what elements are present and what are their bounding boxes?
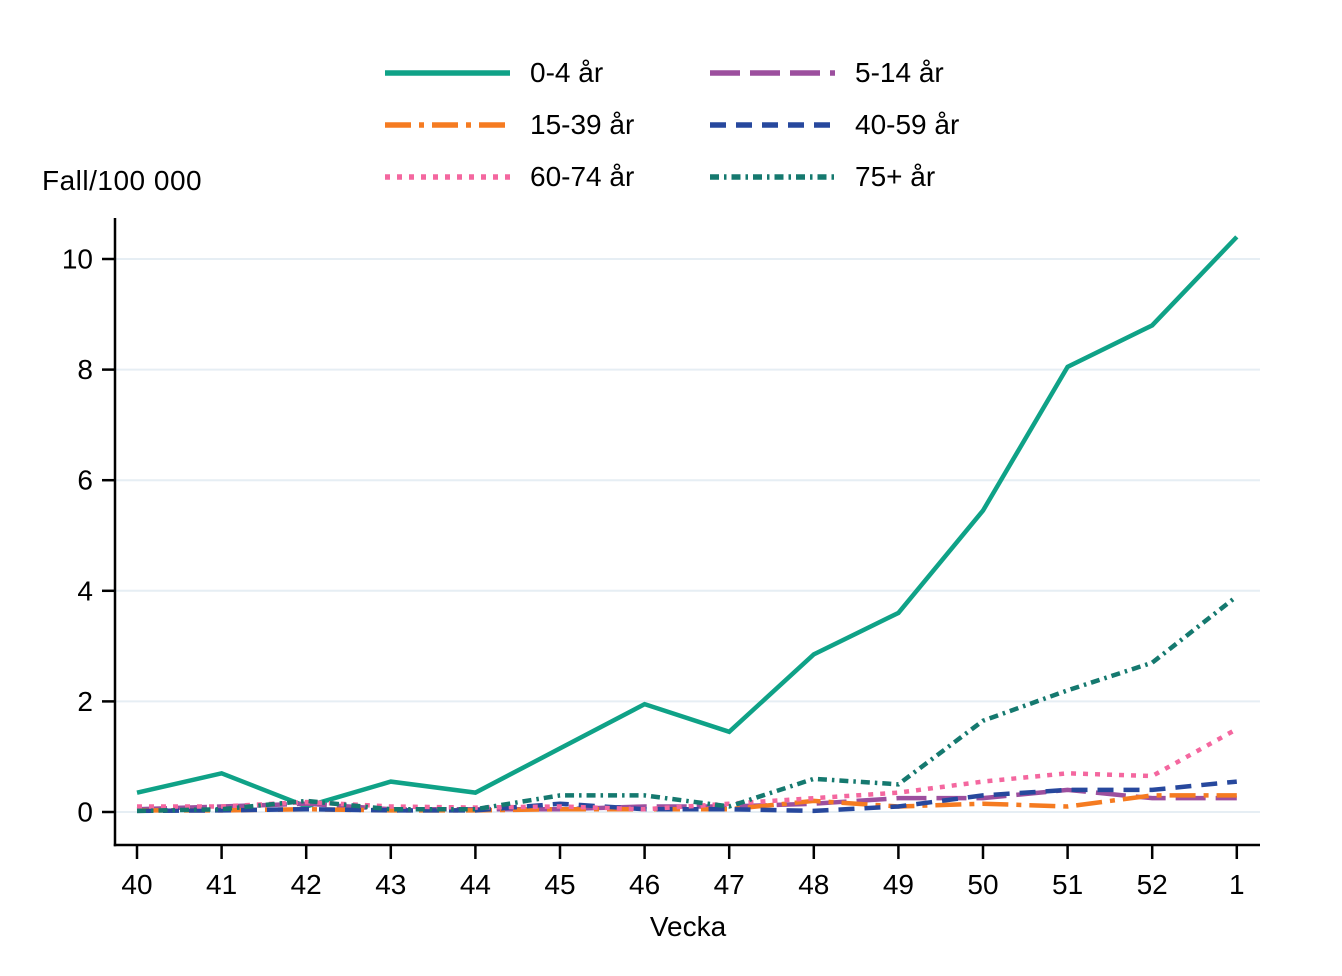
series-line-3: [136, 779, 1238, 814]
chart-legend: 0-4 år 5-14 år 15-39 år 40-59 år 60-74 år 75+…: [385, 57, 960, 192]
x-tick-label-52: 52: [1137, 869, 1168, 900]
series-line-5: [136, 594, 1239, 814]
legend-item-1: 5-14 år: [710, 57, 959, 88]
y-tick-label-10: 10: [62, 244, 93, 275]
y-tick-label-4: 4: [77, 575, 93, 606]
series-line-0: [136, 235, 1239, 809]
legend-item-3: 40-59 år: [710, 109, 960, 140]
y-tick-label-0: 0: [77, 797, 93, 828]
series-line-4: [137, 727, 1238, 812]
x-tick-label-45: 45: [544, 869, 575, 900]
x-tick-label-43: 43: [375, 869, 406, 900]
y-tick-label-2: 2: [77, 686, 93, 717]
legend-item-0: 0-4 år: [385, 57, 710, 88]
x-tick-label-48: 48: [798, 869, 829, 900]
x-tick-label-50: 50: [967, 869, 998, 900]
legend-label-3: 40-59 år: [855, 109, 960, 140]
legend-line-sample-0: [385, 70, 510, 76]
legend-item-5: 75+ år: [710, 161, 959, 192]
legend-line-sample-1: [710, 70, 835, 76]
x-tick-label-44: 44: [460, 869, 491, 900]
y-tick-label-8: 8: [77, 354, 93, 385]
legend-label-2: 15-39 år: [530, 109, 635, 140]
legend-item-4: 60-74 år: [385, 161, 710, 192]
y-axis-unit-label: Fall/100 000: [42, 165, 203, 196]
x-tick-label-51: 51: [1052, 869, 1083, 900]
series-line-2: [137, 793, 1237, 813]
legend-line-sample-2: [385, 122, 510, 128]
legend-line-sample-4: [385, 174, 510, 180]
legend-label-0: 0-4 år: [530, 57, 604, 88]
x-tick-label-42: 42: [291, 869, 322, 900]
legend-item-2: 15-39 år: [385, 109, 710, 140]
x-tick-label-1: 1: [1229, 869, 1245, 900]
x-tick-label-47: 47: [714, 869, 745, 900]
y-tick-label-6: 6: [77, 465, 93, 496]
x-tick-label-41: 41: [206, 869, 237, 900]
x-tick-label-46: 46: [629, 869, 660, 900]
x-tick-label-40: 40: [121, 869, 152, 900]
x-axis-title: Vecka: [649, 911, 727, 942]
legend-label-5: 75+ år: [855, 161, 936, 192]
legend-label-4: 60-74 år: [530, 161, 635, 192]
legend-line-sample-3: [710, 122, 835, 128]
legend-label-1: 5-14 år: [855, 57, 944, 88]
x-tick-label-49: 49: [883, 869, 914, 900]
